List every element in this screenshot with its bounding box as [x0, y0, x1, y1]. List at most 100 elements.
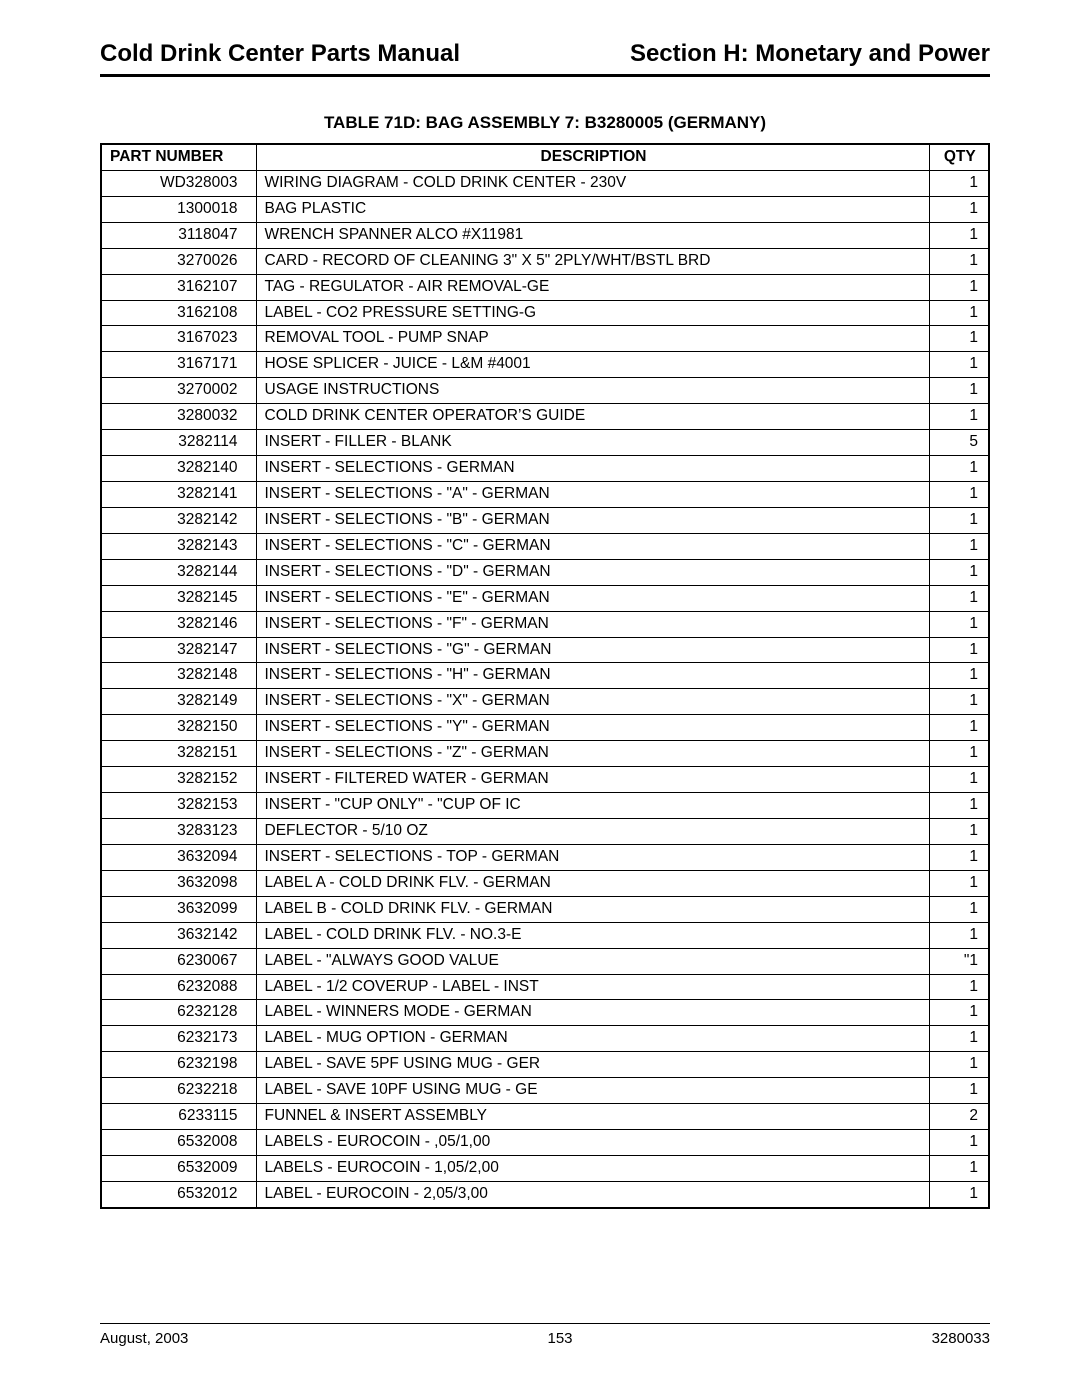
cell-qty: 1 — [929, 300, 989, 326]
table-row: 3282148INSERT - SELECTIONS - "H" - GERMA… — [101, 663, 989, 689]
table-row: 3282140INSERT - SELECTIONS - GERMAN1 — [101, 456, 989, 482]
cell-part: 6232218 — [101, 1078, 256, 1104]
cell-qty: 1 — [929, 922, 989, 948]
cell-part: 3632099 — [101, 896, 256, 922]
table-row: 3118047WRENCH SPANNER ALCO #X119811 — [101, 222, 989, 248]
cell-qty: 1 — [929, 170, 989, 196]
cell-qty: 1 — [929, 870, 989, 896]
cell-qty: 1 — [929, 378, 989, 404]
cell-qty: 1 — [929, 974, 989, 1000]
cell-qty: 1 — [929, 248, 989, 274]
cell-qty: 1 — [929, 456, 989, 482]
header-right: Section H: Monetary and Power — [630, 40, 990, 68]
table-row: 3282150INSERT - SELECTIONS - "Y" - GERMA… — [101, 715, 989, 741]
cell-desc: LABELS - EUROCOIN - 1,05/2,00 — [256, 1155, 929, 1181]
cell-desc: LABELS - EUROCOIN - ,05/1,00 — [256, 1130, 929, 1156]
parts-table-body: WD328003WIRING DIAGRAM - COLD DRINK CENT… — [101, 170, 989, 1207]
cell-desc: HOSE SPLICER - JUICE - L&M #4001 — [256, 352, 929, 378]
cell-part: 3282142 — [101, 507, 256, 533]
table-row: 3282142INSERT - SELECTIONS - "B" - GERMA… — [101, 507, 989, 533]
table-row: 3282151INSERT - SELECTIONS - "Z" - GERMA… — [101, 741, 989, 767]
cell-part: 3282148 — [101, 663, 256, 689]
cell-qty: 1 — [929, 715, 989, 741]
cell-qty: 1 — [929, 767, 989, 793]
footer-left: August, 2003 — [100, 1330, 188, 1347]
cell-desc: LABEL - SAVE 10PF USING MUG - GE — [256, 1078, 929, 1104]
cell-part: 6230067 — [101, 948, 256, 974]
cell-qty: 1 — [929, 611, 989, 637]
cell-part: 3282146 — [101, 611, 256, 637]
cell-qty: 1 — [929, 1000, 989, 1026]
cell-desc: INSERT - SELECTIONS - TOP - GERMAN — [256, 844, 929, 870]
cell-desc: INSERT - SELECTIONS - "A" - GERMAN — [256, 481, 929, 507]
page-footer: August, 2003 153 3280033 — [100, 1323, 990, 1347]
cell-part: 3280032 — [101, 404, 256, 430]
cell-qty: 1 — [929, 326, 989, 352]
table-row: 6233115FUNNEL & INSERT ASSEMBLY2 — [101, 1104, 989, 1130]
cell-desc: LABEL - SAVE 5PF USING MUG - GER — [256, 1052, 929, 1078]
cell-qty: 1 — [929, 1130, 989, 1156]
cell-qty: 1 — [929, 793, 989, 819]
table-row: 3280032COLD DRINK CENTER OPERATOR’S GUID… — [101, 404, 989, 430]
cell-part: 3283123 — [101, 818, 256, 844]
cell-qty: 1 — [929, 663, 989, 689]
cell-qty: 1 — [929, 896, 989, 922]
cell-qty: 2 — [929, 1104, 989, 1130]
table-row: 3632099LABEL B - COLD DRINK FLV. - GERMA… — [101, 896, 989, 922]
cell-desc: INSERT - "CUP ONLY" - "CUP OF IC — [256, 793, 929, 819]
col-header-desc: DESCRIPTION — [256, 144, 929, 170]
cell-desc: INSERT - SELECTIONS - "F" - GERMAN — [256, 611, 929, 637]
cell-desc: LABEL - MUG OPTION - GERMAN — [256, 1026, 929, 1052]
table-row: 3282143INSERT - SELECTIONS - "C" - GERMA… — [101, 533, 989, 559]
cell-qty: 5 — [929, 430, 989, 456]
table-row: 6532008LABELS - EUROCOIN - ,05/1,001 — [101, 1130, 989, 1156]
cell-part: 3282150 — [101, 715, 256, 741]
cell-desc: LABEL - "ALWAYS GOOD VALUE — [256, 948, 929, 974]
cell-desc: WIRING DIAGRAM - COLD DRINK CENTER - 230… — [256, 170, 929, 196]
cell-part: 3162108 — [101, 300, 256, 326]
table-row: 6532012LABEL - EUROCOIN - 2,05/3,001 — [101, 1181, 989, 1207]
cell-desc: INSERT - SELECTIONS - "H" - GERMAN — [256, 663, 929, 689]
cell-qty: 1 — [929, 637, 989, 663]
table-row: 6532009LABELS - EUROCOIN - 1,05/2,001 — [101, 1155, 989, 1181]
table-row: 3162108LABEL - CO2 PRESSURE SETTING-G1 — [101, 300, 989, 326]
cell-qty: 1 — [929, 1155, 989, 1181]
table-row: 6230067LABEL - "ALWAYS GOOD VALUE"1 — [101, 948, 989, 974]
cell-desc: WRENCH SPANNER ALCO #X11981 — [256, 222, 929, 248]
cell-part: 6232173 — [101, 1026, 256, 1052]
cell-part: 3282151 — [101, 741, 256, 767]
cell-desc: INSERT - SELECTIONS - "E" - GERMAN — [256, 585, 929, 611]
cell-desc: LABEL - EUROCOIN - 2,05/3,00 — [256, 1181, 929, 1207]
cell-qty: 1 — [929, 222, 989, 248]
table-row: 3632098LABEL A - COLD DRINK FLV. - GERMA… — [101, 870, 989, 896]
cell-desc: LABEL - CO2 PRESSURE SETTING-G — [256, 300, 929, 326]
cell-part: 3270002 — [101, 378, 256, 404]
cell-desc: INSERT - SELECTIONS - "Z" - GERMAN — [256, 741, 929, 767]
cell-desc: TAG - REGULATOR - AIR REMOVAL-GE — [256, 274, 929, 300]
cell-part: 3118047 — [101, 222, 256, 248]
parts-table: PART NUMBER DESCRIPTION QTY WD328003WIRI… — [100, 143, 990, 1209]
cell-qty: 1 — [929, 741, 989, 767]
cell-part: 3282144 — [101, 559, 256, 585]
cell-part: 3282149 — [101, 689, 256, 715]
table-row: 3282145INSERT - SELECTIONS - "E" - GERMA… — [101, 585, 989, 611]
page: Cold Drink Center Parts Manual Section H… — [0, 0, 1080, 1397]
footer-center: 153 — [547, 1330, 572, 1347]
cell-part: 3282145 — [101, 585, 256, 611]
table-row: 3282152INSERT - FILTERED WATER - GERMAN1 — [101, 767, 989, 793]
cell-part: 6232088 — [101, 974, 256, 1000]
cell-desc: CARD - RECORD OF CLEANING 3" X 5" 2PLY/W… — [256, 248, 929, 274]
cell-qty: 1 — [929, 507, 989, 533]
cell-part: 3167023 — [101, 326, 256, 352]
cell-desc: INSERT - SELECTIONS - "X" - GERMAN — [256, 689, 929, 715]
cell-part: 3632098 — [101, 870, 256, 896]
table-row: 3282114INSERT - FILLER - BLANK5 — [101, 430, 989, 456]
cell-desc: DEFLECTOR - 5/10 OZ — [256, 818, 929, 844]
cell-qty: 1 — [929, 585, 989, 611]
cell-part: 3162107 — [101, 274, 256, 300]
cell-desc: INSERT - SELECTIONS - "Y" - GERMAN — [256, 715, 929, 741]
cell-desc: INSERT - SELECTIONS - "G" - GERMAN — [256, 637, 929, 663]
table-row: WD328003WIRING DIAGRAM - COLD DRINK CENT… — [101, 170, 989, 196]
cell-desc: LABEL - WINNERS MODE - GERMAN — [256, 1000, 929, 1026]
cell-part: 3282147 — [101, 637, 256, 663]
